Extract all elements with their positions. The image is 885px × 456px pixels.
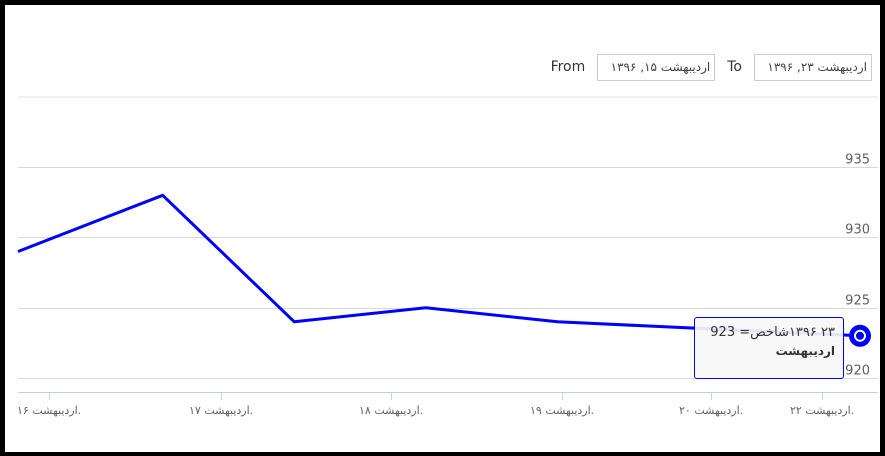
tooltip-value: ۲۳ ۱۳۹۶شاخص= 923: [710, 325, 835, 340]
series-layer: [17, 193, 871, 347]
range-from-label: From: [550, 59, 586, 75]
x-tick-label: اردیبهشت ۱۹.: [530, 404, 594, 417]
y-tick-label: 920: [845, 364, 870, 379]
data-tooltip: ۲۳ ۱۳۹۶شاخص= 923 اردیبهشت: [694, 317, 844, 379]
x-tick-label: اردیبهشت ۲۰.: [679, 404, 743, 417]
y-tick-label: 935: [845, 153, 870, 168]
x-axis: [18, 392, 878, 400]
range-from-input[interactable]: [597, 53, 716, 81]
x-tick-label: اردیبهشت ۱۸.: [359, 404, 423, 417]
range-selector: From To: [547, 53, 872, 81]
x-axis-labels: اردیبهشت ۱۶. اردیبهشت ۱۷. اردیبهشت ۱۸. اردی…: [17, 404, 854, 417]
y-axis-labels: 920 925 930 935: [845, 153, 870, 379]
y-tick-label: 925: [845, 294, 870, 309]
x-tick-label: اردیبهشت ۱۷.: [189, 404, 253, 417]
range-to-input[interactable]: [754, 53, 872, 81]
highlight-point[interactable]: [849, 324, 871, 347]
highlight-point-ring: [854, 329, 866, 342]
range-to-label: To: [727, 59, 742, 75]
x-tick-label: اردیبهشت ۲۲.: [790, 404, 854, 417]
tooltip-date: اردیبهشت: [775, 344, 835, 358]
y-tick-label: 930: [845, 223, 870, 238]
series-line: [17, 193, 861, 338]
x-tick-label: اردیبهشت ۱۶.: [17, 404, 81, 417]
